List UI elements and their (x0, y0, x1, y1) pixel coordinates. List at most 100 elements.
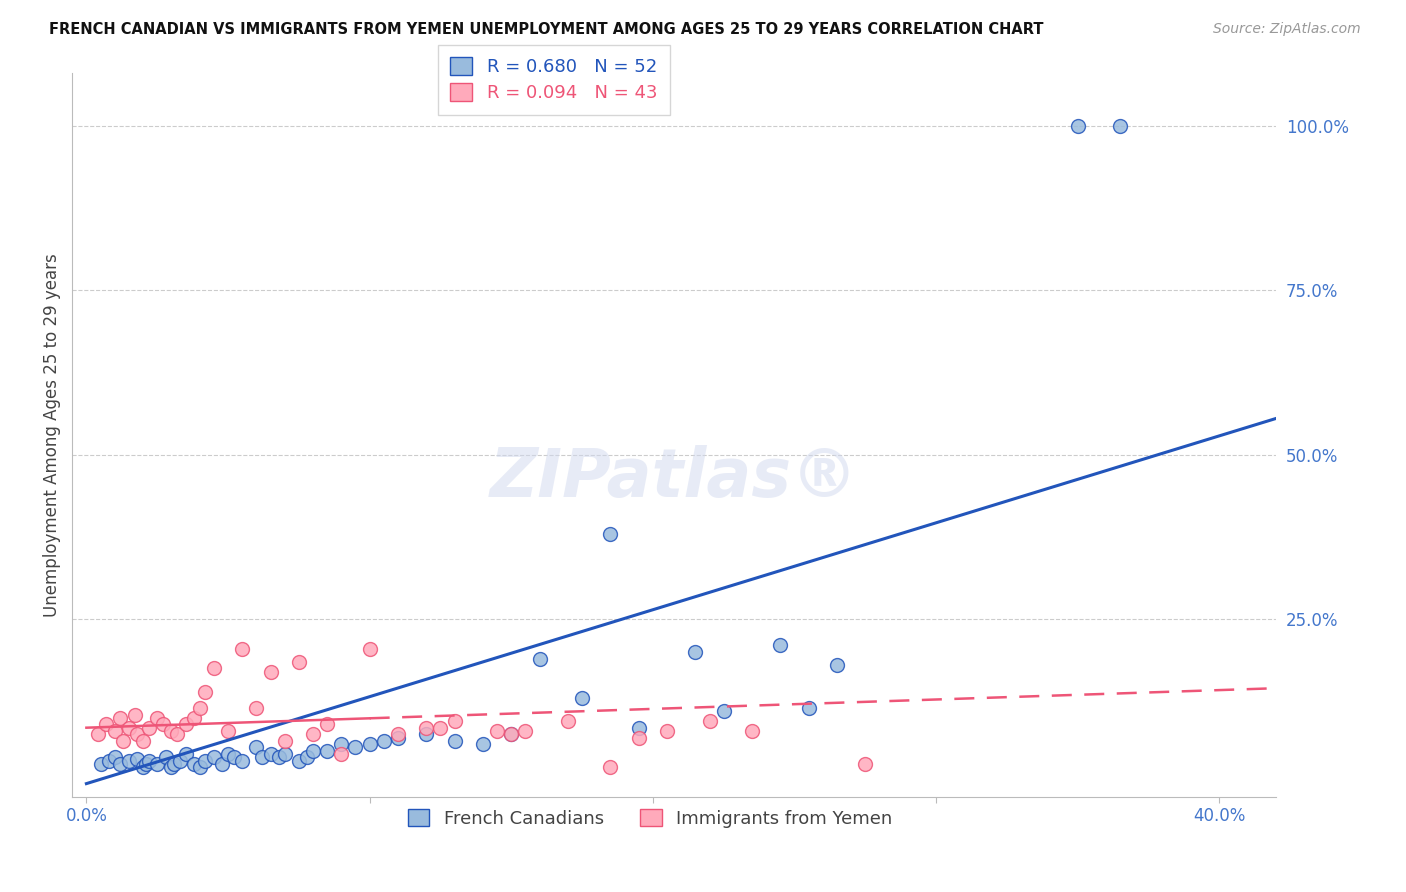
Point (472, 737, 495, 751)
Point (231, 754, 253, 768)
Point (112, 734, 135, 748)
Point (188, 701, 211, 715)
Point (797, 701, 820, 715)
Point (853, 756, 876, 771)
Point (146, 711, 169, 725)
Point (160, 723, 183, 738)
Point (110, 711, 132, 725)
Point (297, 750, 319, 764)
Point (217, 723, 239, 738)
Text: Source: ZipAtlas.com: Source: ZipAtlas.com (1213, 22, 1361, 37)
Point (515, 723, 537, 738)
Point (96, 717, 118, 731)
Point (344, 740, 367, 755)
Point (146, 756, 169, 771)
Point (288, 754, 311, 768)
Text: ZIPatlas®: ZIPatlas® (489, 445, 859, 511)
Point (1109, 119, 1132, 133)
Point (87, 727, 110, 741)
Point (132, 760, 155, 774)
Point (529, 651, 551, 665)
Point (302, 727, 325, 741)
Point (443, 714, 465, 728)
Point (713, 704, 735, 718)
Point (316, 717, 339, 731)
Point (655, 723, 678, 738)
Point (217, 747, 239, 761)
Point (202, 661, 225, 675)
Point (685, 645, 707, 659)
Point (330, 747, 353, 761)
Point (138, 754, 160, 768)
Point (160, 760, 183, 774)
Point (163, 756, 186, 771)
Point (259, 747, 281, 761)
Point (373, 734, 395, 748)
Point (194, 684, 217, 698)
Point (415, 727, 437, 741)
Point (132, 734, 155, 748)
Point (98, 754, 121, 768)
Point (250, 750, 273, 764)
Point (259, 665, 281, 679)
Point (1067, 119, 1090, 133)
Point (501, 727, 523, 741)
Point (825, 658, 848, 673)
Point (155, 750, 177, 764)
Point (415, 721, 437, 735)
Text: FRENCH CANADIAN VS IMMIGRANTS FROM YEMEN UNEMPLOYMENT AMONG AGES 25 TO 29 YEARS : FRENCH CANADIAN VS IMMIGRANTS FROM YEMEN… (49, 22, 1043, 37)
Point (127, 751, 149, 765)
Point (183, 756, 205, 771)
Point (222, 750, 245, 764)
Point (245, 701, 267, 715)
Point (699, 714, 721, 728)
Point (267, 750, 290, 764)
Point (571, 691, 593, 706)
Point (110, 756, 132, 771)
Point (599, 526, 621, 541)
Point (174, 717, 197, 731)
Point (769, 639, 792, 653)
Point (211, 756, 233, 771)
Point (288, 655, 311, 669)
Point (627, 721, 650, 735)
Point (104, 723, 127, 738)
Point (127, 727, 149, 741)
Point (231, 641, 253, 656)
Point (138, 721, 160, 735)
Point (316, 744, 339, 758)
Point (124, 707, 146, 722)
Point (152, 717, 174, 731)
Point (135, 756, 157, 771)
Point (183, 711, 205, 725)
Point (627, 731, 650, 745)
Point (245, 740, 267, 755)
Point (599, 760, 621, 774)
Point (443, 734, 465, 748)
Point (486, 723, 509, 738)
Point (202, 750, 225, 764)
Point (188, 760, 211, 774)
Point (118, 721, 141, 735)
Point (166, 727, 188, 741)
Point (501, 727, 523, 741)
Point (104, 750, 127, 764)
Legend: French Canadians, Immigrants from Yemen: French Canadians, Immigrants from Yemen (401, 802, 900, 835)
Point (429, 721, 451, 735)
Point (741, 723, 763, 738)
Point (273, 734, 295, 748)
Point (330, 737, 353, 751)
Point (359, 737, 381, 751)
Point (359, 641, 381, 656)
Point (557, 714, 579, 728)
Point (194, 754, 217, 768)
Point (169, 754, 191, 768)
Point (387, 727, 409, 741)
Point (118, 754, 141, 768)
Point (302, 744, 325, 758)
Y-axis label: Unemployment Among Ages 25 to 29 years: Unemployment Among Ages 25 to 29 years (44, 253, 60, 616)
Point (174, 747, 197, 761)
Point (90, 756, 112, 771)
Point (387, 731, 409, 745)
Point (273, 747, 295, 761)
